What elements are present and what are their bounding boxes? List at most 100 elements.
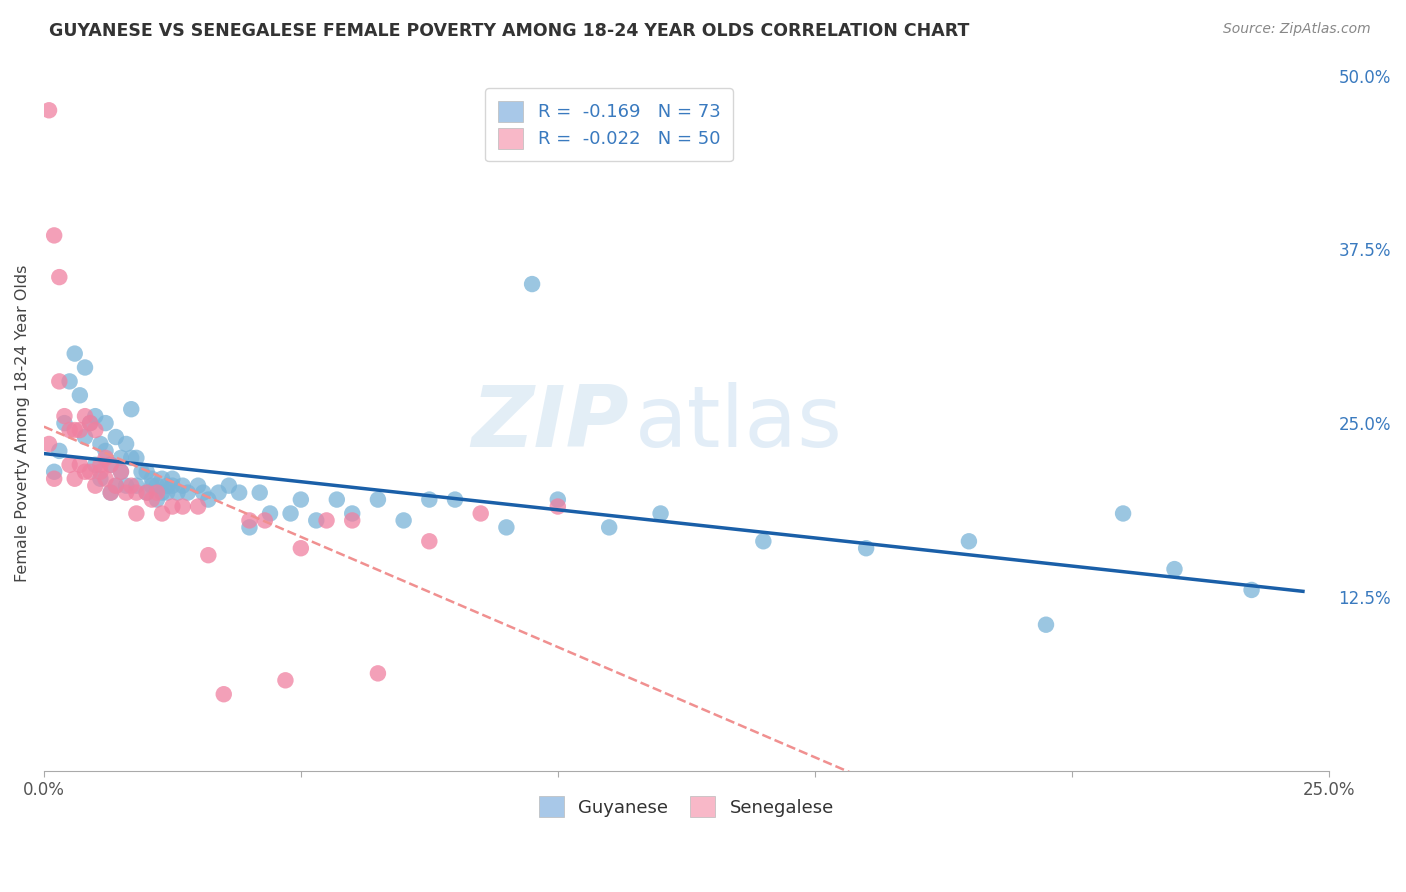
Point <box>326 492 349 507</box>
Point <box>69 458 91 472</box>
Point <box>120 450 142 465</box>
Point <box>94 472 117 486</box>
Point <box>520 277 543 291</box>
Point <box>150 472 173 486</box>
Point <box>1163 562 1185 576</box>
Point <box>495 520 517 534</box>
Point <box>84 423 107 437</box>
Point <box>58 458 80 472</box>
Point <box>249 485 271 500</box>
Point <box>146 485 169 500</box>
Point <box>367 492 389 507</box>
Point <box>73 409 96 424</box>
Point <box>305 513 328 527</box>
Point <box>79 416 101 430</box>
Point <box>392 513 415 527</box>
Point <box>115 437 138 451</box>
Point <box>63 423 86 437</box>
Point <box>162 478 184 492</box>
Point <box>547 492 569 507</box>
Point <box>89 437 111 451</box>
Text: Source: ZipAtlas.com: Source: ZipAtlas.com <box>1223 22 1371 37</box>
Point <box>100 458 122 472</box>
Point <box>125 507 148 521</box>
Point <box>115 478 138 492</box>
Point <box>177 485 200 500</box>
Point <box>125 485 148 500</box>
Point <box>44 228 66 243</box>
Point <box>274 673 297 688</box>
Point <box>48 375 70 389</box>
Point <box>218 478 240 492</box>
Point <box>156 478 179 492</box>
Point <box>342 513 364 527</box>
Point <box>120 402 142 417</box>
Point <box>120 478 142 492</box>
Point <box>342 507 364 521</box>
Point <box>162 500 184 514</box>
Point <box>253 513 276 527</box>
Point <box>115 485 138 500</box>
Point <box>63 472 86 486</box>
Point <box>58 423 80 437</box>
Point <box>238 520 260 534</box>
Point <box>172 500 194 514</box>
Point <box>141 472 163 486</box>
Point <box>89 458 111 472</box>
Point <box>100 485 122 500</box>
Point <box>135 485 157 500</box>
Text: GUYANESE VS SENEGALESE FEMALE POVERTY AMONG 18-24 YEAR OLDS CORRELATION CHART: GUYANESE VS SENEGALESE FEMALE POVERTY AM… <box>49 22 970 40</box>
Point <box>150 507 173 521</box>
Point <box>650 507 672 521</box>
Point <box>94 444 117 458</box>
Point <box>290 492 312 507</box>
Point <box>104 478 127 492</box>
Point <box>73 430 96 444</box>
Point <box>135 485 157 500</box>
Point <box>156 485 179 500</box>
Point <box>48 270 70 285</box>
Point <box>84 458 107 472</box>
Point <box>197 492 219 507</box>
Point <box>110 450 132 465</box>
Point <box>104 478 127 492</box>
Point <box>44 472 66 486</box>
Point <box>315 513 337 527</box>
Point <box>104 430 127 444</box>
Point <box>141 492 163 507</box>
Point <box>418 534 440 549</box>
Point <box>48 444 70 458</box>
Point <box>172 478 194 492</box>
Point <box>146 492 169 507</box>
Point <box>135 465 157 479</box>
Point <box>84 478 107 492</box>
Point <box>280 507 302 521</box>
Point <box>131 465 153 479</box>
Point <box>150 485 173 500</box>
Point <box>38 103 60 118</box>
Point <box>79 416 101 430</box>
Point <box>197 548 219 562</box>
Point <box>58 375 80 389</box>
Point <box>53 409 76 424</box>
Point <box>1035 617 1057 632</box>
Point <box>100 458 122 472</box>
Point <box>73 465 96 479</box>
Point <box>547 500 569 514</box>
Point <box>89 465 111 479</box>
Point <box>855 541 877 556</box>
Point <box>141 478 163 492</box>
Point <box>162 472 184 486</box>
Point <box>146 478 169 492</box>
Point <box>110 465 132 479</box>
Point <box>1240 582 1263 597</box>
Point <box>166 485 188 500</box>
Point <box>89 472 111 486</box>
Point <box>100 485 122 500</box>
Point <box>125 478 148 492</box>
Point <box>69 423 91 437</box>
Point <box>228 485 250 500</box>
Point <box>187 500 209 514</box>
Point <box>470 507 492 521</box>
Point <box>69 388 91 402</box>
